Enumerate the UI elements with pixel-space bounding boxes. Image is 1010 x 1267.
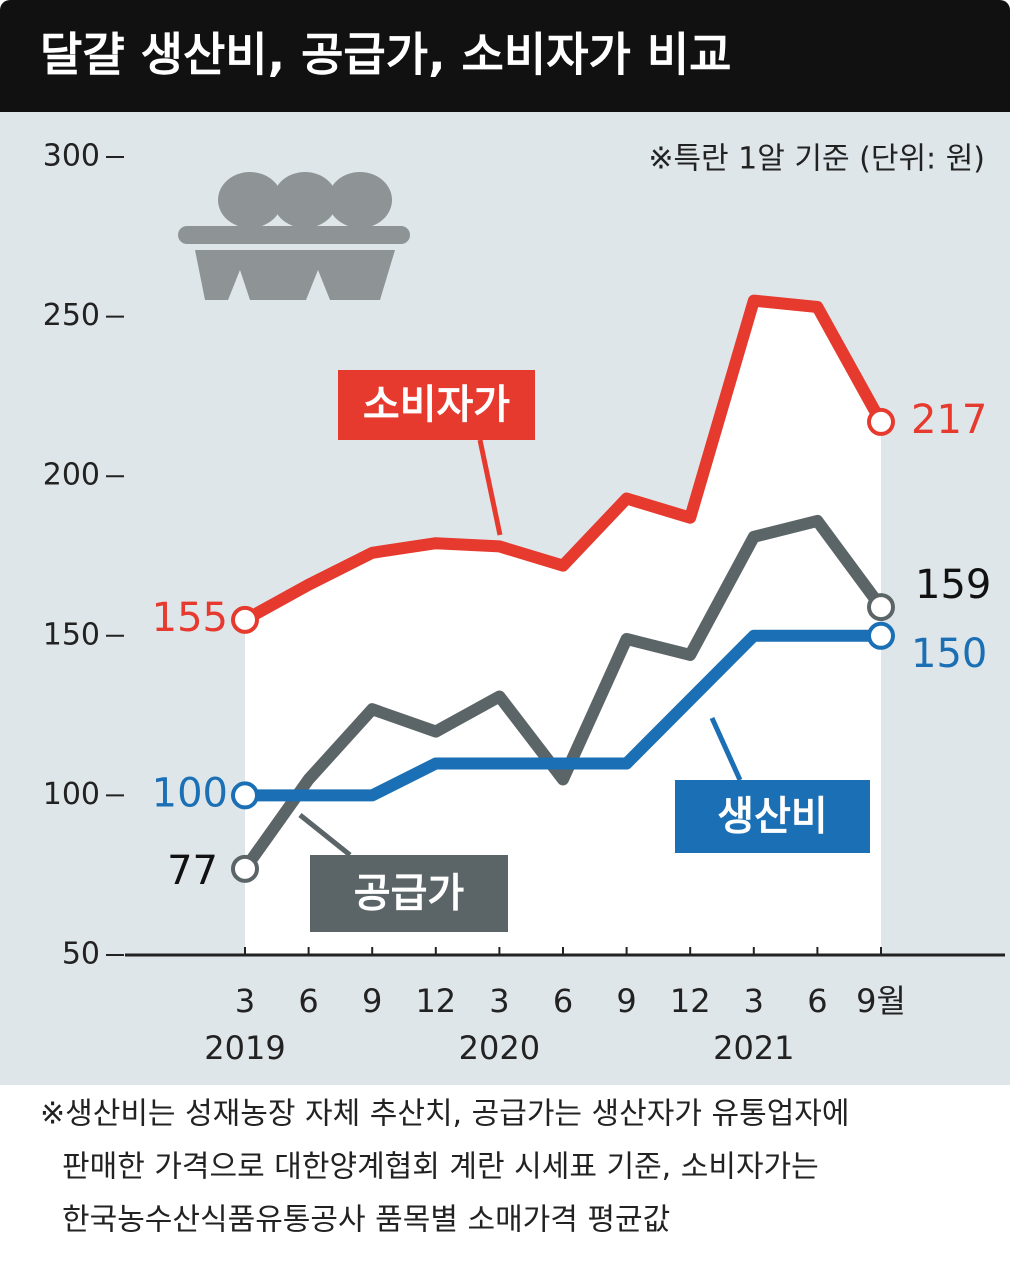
x-tick-label: 9 <box>362 982 382 1020</box>
series-line <box>240 514 886 873</box>
data-label: 159 <box>915 562 991 608</box>
end-point <box>231 854 259 883</box>
y-tick-label: 150 <box>43 617 100 652</box>
end-point <box>867 621 895 650</box>
footnote: ※생산비는 성재농장 자체 추산치, 공급가는 생산자가 유통업자에 <box>40 1097 850 1132</box>
x-tick-label: 6 <box>298 982 318 1020</box>
legend-pointer <box>477 439 503 536</box>
footnote: 한국농수산식품유통공사 품목별 소매가격 평균값 <box>62 1203 670 1238</box>
x-tick-label: 3 <box>744 982 764 1020</box>
year-label: 2019 <box>204 1029 285 1067</box>
y-tick-label: 50 <box>62 937 100 972</box>
footnote: 판매한 가격으로 대한양계협회 계란 시세표 기준, 소비자가는 <box>62 1150 819 1185</box>
year-label: 2020 <box>459 1029 540 1067</box>
chart-title: 달걀 생산비, 공급가, 소비자가 비교 <box>40 28 732 82</box>
legend-label: 소비자가 <box>363 382 510 428</box>
series-line <box>245 629 881 802</box>
title-bar <box>0 0 1010 112</box>
legend-label: 생산비 <box>717 794 827 840</box>
end-point <box>231 605 259 634</box>
unit-note: ※특란 1알 기준 (단위: 원) <box>648 142 985 177</box>
legend-box <box>338 370 535 440</box>
x-tick-label: 9월 <box>856 982 906 1020</box>
y-tick-label: 250 <box>43 298 100 333</box>
title-bar <box>0 100 1010 112</box>
y-tick-label: 100 <box>43 777 100 812</box>
legend-pointer <box>298 813 352 857</box>
y-tick-label: 200 <box>43 458 100 493</box>
end-point <box>867 407 895 436</box>
end-point <box>231 781 259 810</box>
x-tick-label: 6 <box>807 982 827 1020</box>
data-label: 150 <box>911 631 987 677</box>
x-tick-label: 3 <box>235 982 255 1020</box>
end-point <box>867 593 895 622</box>
x-tick-label: 9 <box>616 982 636 1020</box>
x-tick-label: 12 <box>670 982 711 1020</box>
x-tick-label: 12 <box>415 982 456 1020</box>
legend-box <box>310 855 508 932</box>
data-label: 100 <box>152 770 228 816</box>
data-label: 77 <box>167 848 218 894</box>
x-tick-label: 6 <box>553 982 573 1020</box>
year-label: 2021 <box>713 1029 794 1067</box>
y-tick-label: 300 <box>43 139 100 174</box>
x-tick-label: 3 <box>489 982 509 1020</box>
legend-label: 공급가 <box>354 871 465 917</box>
egg-icon <box>178 172 410 300</box>
legend-box <box>675 780 870 853</box>
legend-pointer <box>709 716 743 782</box>
series-line <box>242 294 887 626</box>
data-label: 217 <box>911 397 987 443</box>
data-label: 155 <box>152 595 228 641</box>
